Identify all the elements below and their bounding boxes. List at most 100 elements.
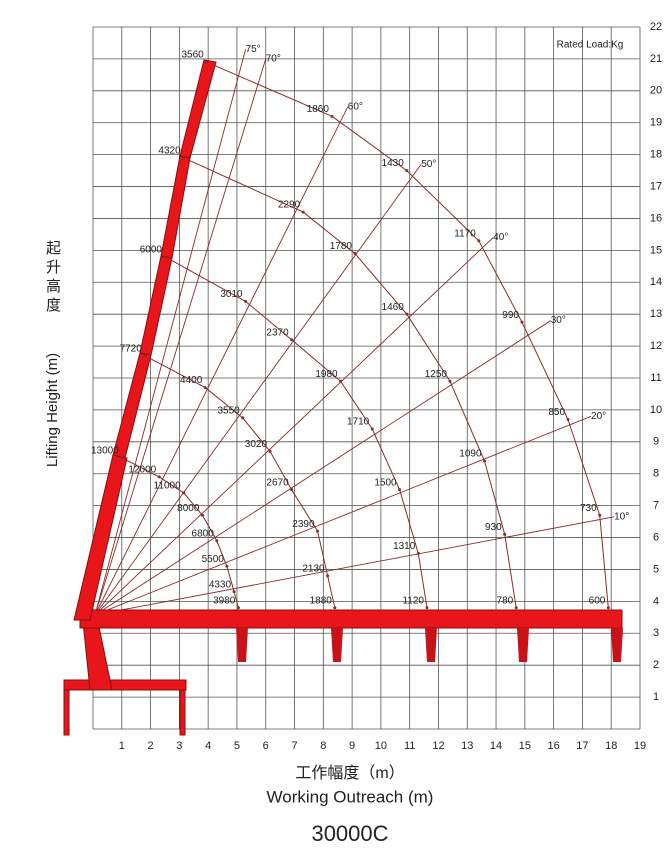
load-label: 1860 xyxy=(307,104,330,115)
load-point xyxy=(339,379,343,383)
base-leg xyxy=(179,689,186,736)
angle-line xyxy=(94,106,349,616)
load-label: 1780 xyxy=(330,241,353,252)
load-point xyxy=(163,255,167,259)
load-point xyxy=(520,320,524,324)
y-axis-label: Lifting Height (m) xyxy=(44,353,61,467)
angle-label: 75° xyxy=(246,44,261,55)
load-label: 7720 xyxy=(120,343,143,354)
base-leg xyxy=(63,689,70,736)
load-arc xyxy=(206,61,609,608)
load-label: 2130 xyxy=(302,563,325,574)
load-point xyxy=(330,114,334,118)
x-tick-label: 2 xyxy=(148,740,154,752)
y-tick-label: 11 xyxy=(650,372,661,384)
angle-line xyxy=(94,49,247,616)
load-point xyxy=(157,475,161,479)
boom-section xyxy=(179,59,217,159)
load-point xyxy=(405,169,409,173)
load-point xyxy=(326,574,330,578)
x-tick-label: 5 xyxy=(234,740,240,752)
load-label: 1980 xyxy=(315,369,338,380)
load-label: 8000 xyxy=(177,503,200,514)
load-label: 2670 xyxy=(266,477,289,488)
y-tick-label: 4 xyxy=(653,595,659,607)
jack xyxy=(425,628,437,662)
y-tick-label: 5 xyxy=(653,563,659,575)
y-tick-label: 10 xyxy=(650,404,662,416)
load-arc xyxy=(164,256,428,608)
load-label: 4330 xyxy=(209,579,232,590)
load-point xyxy=(316,529,320,533)
load-label: 3020 xyxy=(245,439,268,450)
y-tick-label: 13 xyxy=(650,308,662,320)
y-tick-label: 16 xyxy=(650,212,662,224)
load-points xyxy=(120,60,610,610)
load-label: 850 xyxy=(548,407,565,418)
jack xyxy=(236,628,248,662)
load-label: 990 xyxy=(502,310,519,321)
x-tick-label: 17 xyxy=(576,740,588,752)
load-label: 13000 xyxy=(91,445,119,456)
load-arc xyxy=(121,457,239,608)
load-point xyxy=(448,379,452,383)
load-label: 5500 xyxy=(202,554,225,565)
load-point xyxy=(182,156,186,160)
load-label: 2370 xyxy=(266,327,289,338)
load-point xyxy=(370,427,374,431)
load-label: 600 xyxy=(589,595,606,606)
load-label: 6800 xyxy=(192,528,215,539)
load-label: 1500 xyxy=(374,477,397,488)
x-tick-label: 3 xyxy=(176,740,182,752)
load-point xyxy=(290,488,294,492)
angle-label: 60° xyxy=(348,101,363,112)
y-tick-label: 22 xyxy=(650,21,662,33)
crane xyxy=(63,59,623,736)
outrigger-beam xyxy=(79,609,623,629)
x-tick-label: 16 xyxy=(548,740,560,752)
y-tick-label: 17 xyxy=(650,180,662,192)
x-tick-label: 6 xyxy=(263,740,269,752)
angle-label: 50° xyxy=(421,159,436,170)
load-arc xyxy=(144,355,336,608)
load-label: 11000 xyxy=(154,481,182,492)
load-label: 4400 xyxy=(180,375,203,386)
load-label: 1310 xyxy=(393,541,416,552)
load-point xyxy=(232,590,236,594)
load-point xyxy=(241,416,245,420)
note: Rated Load:Kg xyxy=(557,40,624,51)
y-tick-label: 1 xyxy=(653,691,659,703)
load-point xyxy=(425,606,429,610)
load-label: 1170 xyxy=(454,228,476,239)
x-tick-label: 7 xyxy=(291,740,297,752)
x-tick-label: 4 xyxy=(205,740,211,752)
load-label: 3010 xyxy=(220,289,243,300)
y-tick-label: 12 xyxy=(650,340,662,352)
load-label: 2290 xyxy=(278,200,301,211)
x-tick-label: 1 xyxy=(119,740,125,752)
x-tick-label: 11 xyxy=(404,740,415,752)
load-point xyxy=(416,552,420,555)
x-axis-label: Working Outreach (m) xyxy=(267,787,434,806)
boom-section xyxy=(112,352,152,459)
angle-line xyxy=(94,163,422,616)
load-label: 1250 xyxy=(425,369,448,380)
angle-label: 30° xyxy=(551,315,566,326)
x-tick-label: 12 xyxy=(432,740,444,752)
load-label: 1430 xyxy=(382,158,405,169)
load-arcs xyxy=(121,61,609,608)
angle-line xyxy=(94,237,494,616)
load-label: 3550 xyxy=(217,406,240,417)
boom-section xyxy=(139,255,173,356)
load-point xyxy=(483,459,487,463)
load-point xyxy=(182,491,186,495)
base-frame xyxy=(63,679,187,691)
y-tick-label: 8 xyxy=(653,468,659,480)
load-label: 12000 xyxy=(128,465,156,476)
angle-label: 40° xyxy=(493,232,508,243)
load-point xyxy=(290,338,294,342)
load-point xyxy=(225,564,229,568)
jacks xyxy=(236,628,623,662)
chart-title: 30000C xyxy=(311,821,388,846)
